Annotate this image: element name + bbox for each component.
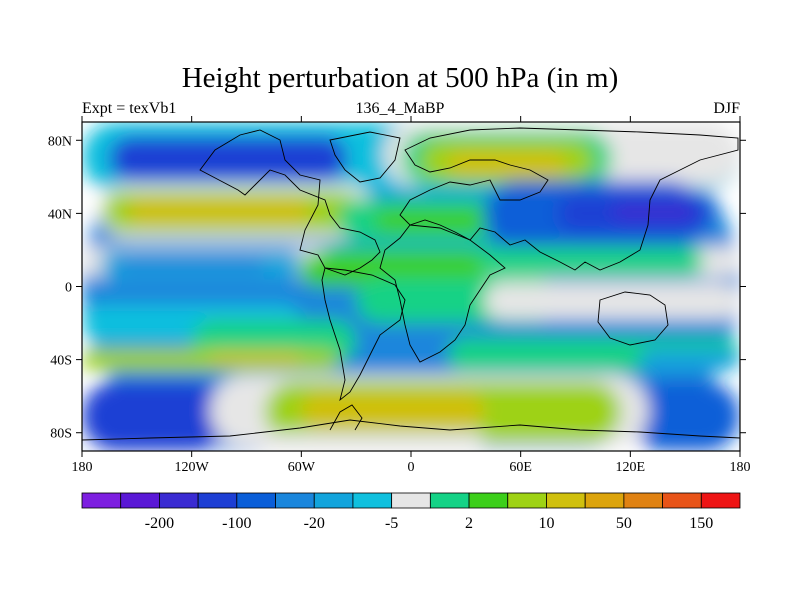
colorbar-swatch-9 [429, 492, 470, 509]
colorbar-swatch-5 [275, 492, 315, 509]
colorbar-label-0: -200 [145, 515, 174, 532]
coastline-antarctica [82, 419, 740, 441]
y-tick-label-0: 80N [48, 134, 72, 149]
colorbar-swatch-8 [391, 492, 431, 509]
colorbar: -200 -100 -20 -5 2 10 50 150 [81, 492, 741, 532]
colorbar-swatch-6 [313, 492, 354, 509]
colorbar-swatch-2 [159, 492, 199, 509]
colorbar-swatch-0 [81, 492, 122, 509]
height-field [82, 122, 740, 451]
x-tick-label-4: 60E [509, 460, 532, 475]
field-region-25 [209, 352, 302, 364]
coastline-africa [379, 224, 506, 363]
coastline-antarctic-peninsula [329, 404, 363, 431]
x-tick-label-0: 180 [72, 460, 93, 475]
field-region-29 [630, 381, 740, 451]
colorbar-swatch-11 [507, 492, 547, 509]
colorbar-label-2: -20 [304, 515, 325, 532]
field-region-32 [301, 392, 485, 430]
field-shading [82, 122, 740, 451]
y-axis: 80N 40N 0 40S 80S [48, 134, 746, 442]
chart-title: Height perturbation at 500 hPa (in m) [181, 62, 619, 94]
colorbar-label-5: 10 [538, 515, 554, 532]
run-label: 136_4_MaBP [355, 100, 445, 117]
colorbar-swatch-7 [352, 492, 393, 509]
colorbar-swatch-14 [623, 492, 663, 509]
colorbar-label-6: 50 [616, 515, 632, 532]
x-tick-label-2: 60W [288, 460, 316, 475]
field-region-11 [374, 209, 485, 232]
y-tick-label-1: 40N [48, 207, 72, 222]
coastline-eurasia [399, 127, 739, 271]
field-region-2 [109, 136, 348, 181]
colorbar-label-3: -5 [385, 515, 398, 532]
field-region-33 [255, 432, 485, 451]
colorbar-swatch-10 [468, 492, 509, 509]
season-label: DJF [713, 100, 740, 117]
experiment-label: Expt = texVb1 [82, 100, 177, 117]
field-region-14 [612, 202, 695, 221]
x-tick-label-1: 120W [175, 460, 210, 475]
colorbar-label-4: 2 [465, 515, 473, 532]
field-region-27 [639, 348, 740, 371]
coastlines [82, 127, 740, 441]
colorbar-swatch-3 [197, 492, 238, 509]
field-region-9 [127, 198, 311, 225]
coastline-north-america [199, 129, 381, 276]
colorbar-swatch-16 [700, 492, 741, 509]
field-region-28 [82, 381, 229, 451]
y-tick-label-3: 40S [50, 354, 72, 369]
field-region-17 [118, 257, 265, 272]
colorbar-swatch-15 [662, 492, 702, 509]
coastline-greenland [329, 131, 401, 183]
x-tick-label-6: 180 [730, 460, 751, 475]
coastline-australia [597, 291, 669, 346]
coastline-south-america [321, 267, 406, 402]
y-tick-label-4: 80S [50, 427, 72, 442]
colorbar-swatch-4 [236, 492, 276, 509]
x-axis: 180 120W 60W 0 60E 120E 180 [72, 116, 751, 475]
colorbar-swatch-13 [584, 492, 625, 509]
x-tick-label-3: 0 [408, 460, 415, 475]
field-region-21 [484, 282, 740, 320]
x-tick-label-5: 120E [616, 460, 646, 475]
colorbar-swatch-12 [546, 492, 586, 509]
colorbar-label-1: -100 [222, 515, 251, 532]
colorbar-label-7: 150 [689, 515, 713, 532]
colorbar-swatch-1 [120, 492, 160, 509]
y-tick-label-2: 0 [65, 281, 72, 296]
